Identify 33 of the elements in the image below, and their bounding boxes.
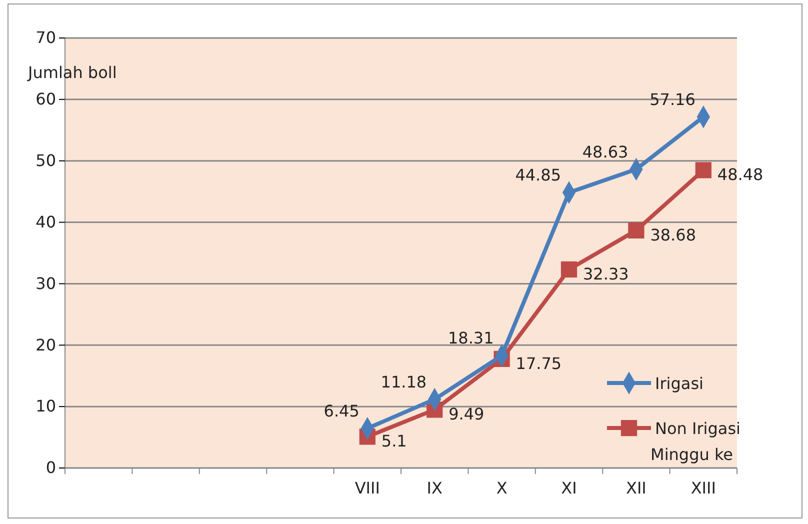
data-label: 48.63 (582, 142, 628, 162)
data-label: 9.49 (448, 404, 484, 424)
data-label: 32.33 (583, 264, 629, 284)
y-tick-label: 50 (36, 150, 56, 170)
y-tick-label: 40 (36, 212, 56, 232)
x-tick-label: X (496, 478, 508, 498)
data-label: 38.68 (650, 225, 696, 244)
point (695, 162, 712, 178)
point (628, 222, 644, 238)
x-tick-label: VIII (354, 478, 380, 498)
data-label: 57.16 (650, 90, 696, 109)
data-label: 17.75 (516, 354, 562, 373)
x-tick-label: XII (626, 478, 646, 498)
y-tick-label: 0 (46, 458, 56, 478)
legend-label: Non Irigasi (655, 419, 740, 438)
data-label: 18.31 (448, 328, 494, 348)
data-label: 6.45 (324, 401, 360, 420)
y-tick-label: 70 (36, 28, 56, 48)
legend-label: Irigasi (655, 374, 704, 393)
y-tick-label: 60 (36, 90, 56, 109)
x-tick-label: XI (561, 478, 577, 498)
x-axis-title: Minggu ke (650, 445, 733, 464)
data-label: 44.85 (515, 165, 561, 184)
x-tick-label: XIII (690, 478, 716, 498)
data-label: 11.18 (380, 372, 427, 392)
x-tick-label: IX (426, 478, 442, 498)
data-label: 48.48 (717, 165, 764, 184)
y-tick-label: 20 (36, 335, 56, 354)
data-label: 5.1 (381, 432, 407, 451)
point (560, 261, 578, 278)
y-axis-title: Jumlah boll (27, 63, 117, 82)
y-tick-label: 10 (36, 396, 56, 416)
y-tick-label: 30 (36, 274, 56, 293)
